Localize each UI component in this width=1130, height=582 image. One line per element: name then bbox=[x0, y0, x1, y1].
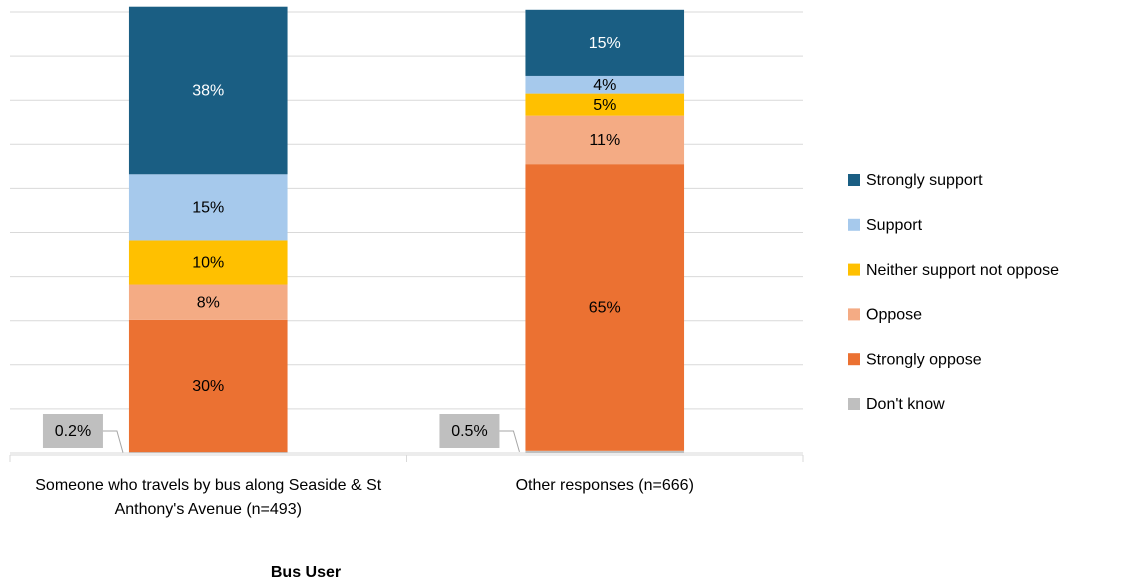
data-label: 5% bbox=[593, 97, 616, 114]
callout-box bbox=[42, 414, 103, 448]
data-label: 38% bbox=[192, 83, 224, 100]
data-label: 8% bbox=[197, 294, 220, 311]
bar-segment bbox=[128, 240, 288, 285]
x-tick-label: Other responses (n=666) bbox=[515, 477, 694, 494]
bar-segment bbox=[128, 6, 288, 175]
data-label: 0.2% bbox=[55, 423, 91, 440]
data-label: 10% bbox=[192, 255, 224, 272]
legend-swatch bbox=[848, 218, 860, 231]
bar-segment bbox=[525, 164, 685, 451]
legend-swatch bbox=[848, 398, 860, 410]
data-label: 4% bbox=[593, 77, 616, 94]
legend-label: Strongly support bbox=[866, 172, 983, 189]
legend-swatch bbox=[848, 174, 860, 186]
data-label: 11% bbox=[589, 132, 620, 149]
bar-segment bbox=[128, 284, 288, 320]
legend-swatch bbox=[848, 353, 860, 366]
bar-segment bbox=[525, 9, 685, 76]
legend-label: Don't know bbox=[866, 396, 945, 413]
data-label: 30% bbox=[192, 378, 224, 395]
data-label: 15% bbox=[192, 200, 224, 217]
data-label: 15% bbox=[589, 35, 621, 52]
bar-segment bbox=[128, 452, 288, 453]
bar-segment bbox=[525, 75, 685, 94]
x-tick-label: Someone who travels by bus along Seaside… bbox=[35, 477, 382, 518]
legend-label: Oppose bbox=[866, 307, 922, 324]
legend-label: Support bbox=[866, 217, 923, 234]
x-axis-title: Bus User bbox=[271, 564, 341, 581]
legend-swatch bbox=[848, 308, 860, 321]
callout-line bbox=[102, 430, 124, 453]
data-label: 0.5% bbox=[451, 423, 487, 440]
legend-label: Strongly oppose bbox=[866, 351, 982, 368]
data-label: 65% bbox=[589, 300, 621, 317]
bar-segment bbox=[128, 319, 288, 453]
legend-swatch bbox=[848, 263, 860, 276]
callout-line bbox=[499, 430, 520, 453]
legend-label: Neither support not oppose bbox=[866, 262, 1059, 279]
callout-box bbox=[439, 414, 500, 448]
bar-segment bbox=[128, 174, 288, 241]
bar-segment bbox=[525, 93, 685, 116]
bar-segment bbox=[525, 450, 685, 453]
bar-segment bbox=[525, 115, 685, 165]
